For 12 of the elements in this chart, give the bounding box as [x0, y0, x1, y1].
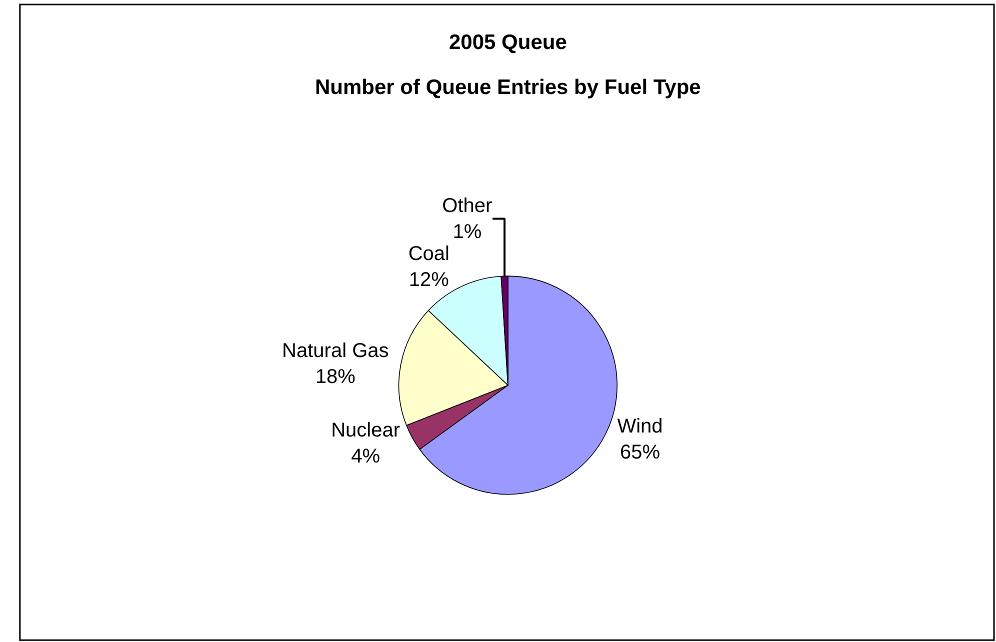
slice-label: Nuclear: [331, 419, 400, 442]
data-label: 65%: [620, 442, 660, 464]
chart-subtitle: Number of Queue Entries by Fuel Type: [315, 76, 701, 99]
chart-title: 2005 Queue: [449, 31, 567, 54]
slice-label: Other: [442, 194, 493, 217]
data-label: 4%: [351, 445, 380, 468]
data-label: 1%: [452, 220, 482, 243]
slice-label: Natural Gas: [282, 340, 389, 362]
data-label: 12%: [408, 268, 450, 291]
slice-label: Coal: [408, 242, 450, 265]
slice-label: Wind: [617, 416, 663, 438]
data-label: 18%: [315, 366, 356, 388]
